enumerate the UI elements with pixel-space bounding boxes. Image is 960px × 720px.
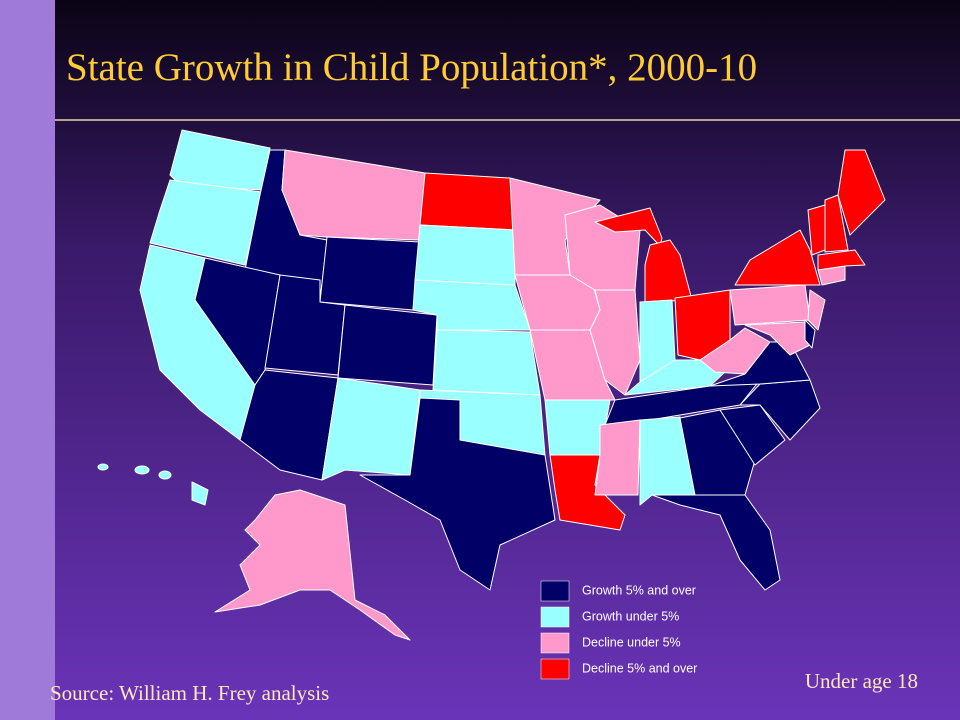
state [321,377,421,481]
state [804,319,816,349]
state [319,236,421,311]
state [149,179,263,266]
state [214,489,411,641]
state [744,321,811,356]
legend-swatch [540,658,570,680]
state [158,470,172,480]
state [432,329,541,396]
legend-label: Decline under 5% [582,635,681,649]
state [134,465,150,475]
state [719,404,786,466]
us-map [97,129,886,641]
legend-swatch [540,580,570,602]
state [824,194,849,253]
state [529,329,616,401]
state [337,304,438,386]
legend-label: Growth 5% and over [582,583,696,597]
legend-swatch [540,632,570,654]
state [191,481,209,506]
state [651,494,781,591]
source: Source: William H. Frey analysis [50,681,329,705]
side-strip [0,0,55,720]
state [419,172,516,231]
state [729,284,811,326]
state [359,397,556,591]
state [807,289,826,331]
state [699,327,771,375]
state [679,409,756,496]
state [734,229,821,286]
title: State Growth in Child Population*, 2000-… [66,46,757,89]
state [97,463,109,471]
state [589,289,641,396]
state [594,419,641,496]
legend: Growth 5% and over Growth under 5% Decline… [540,580,697,680]
state [817,249,866,271]
legend-label: Decline 5% and over [582,661,697,675]
legend-label: Growth under 5% [582,609,679,623]
state [509,177,601,276]
note: Under age 18 [805,669,918,693]
state [837,149,886,236]
legend-swatch [540,606,570,628]
